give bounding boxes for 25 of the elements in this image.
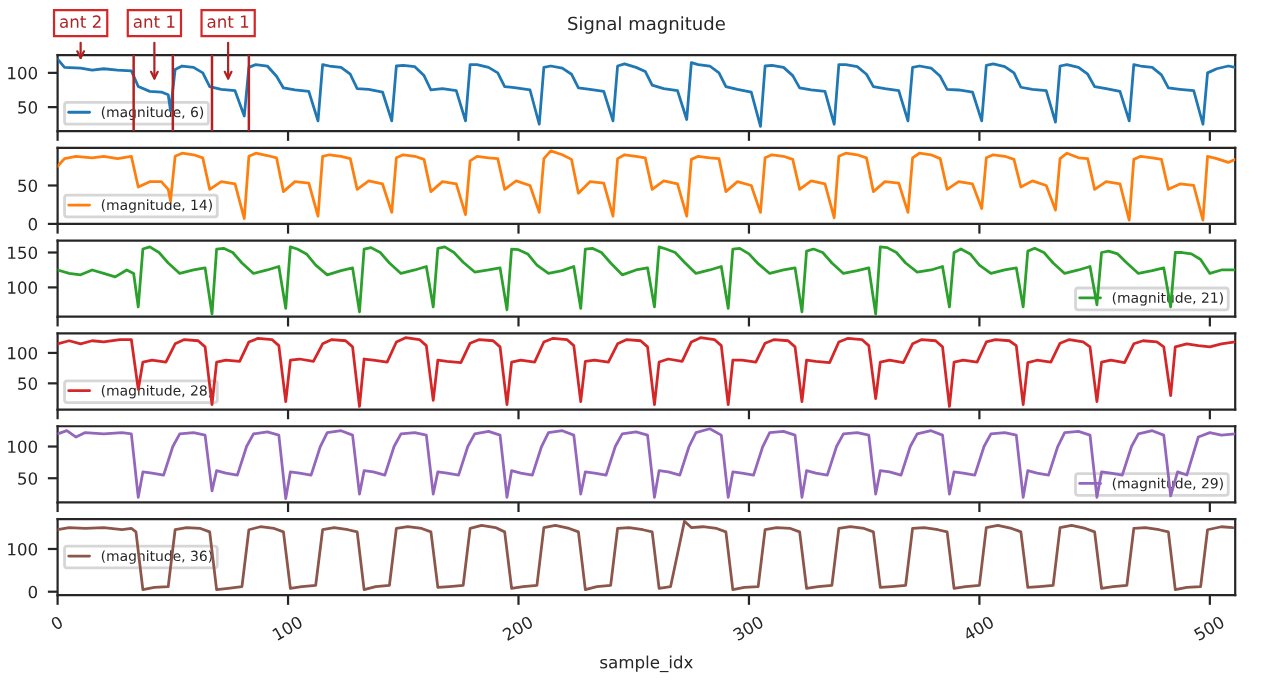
x-tick-label: 200 — [501, 615, 534, 642]
x-axis-title: sample_idx — [600, 655, 693, 673]
y-tick-label: 100 — [8, 281, 38, 294]
line-series — [57, 57, 1236, 128]
annotation: ant 1 — [207, 15, 249, 28]
y-tick-label: 50 — [18, 377, 38, 390]
x-tick-label: 500 — [1193, 615, 1226, 641]
y-tick-label: 150 — [8, 246, 38, 260]
x-tick-label: 300 — [732, 615, 765, 642]
line-series — [57, 519, 1235, 591]
y-tick-label: 50 — [18, 101, 38, 114]
y-tick-label: 100 — [8, 346, 38, 360]
y-tick-label: 50 — [18, 179, 38, 193]
y-tick-label: 100 — [8, 440, 38, 454]
x-tick-label: 100 — [271, 615, 304, 641]
y-tick-label: 100 — [8, 66, 38, 80]
x-tick-label: 0 — [50, 615, 64, 631]
annotation: ant 2 — [60, 15, 101, 28]
y-tick-label: 100 — [8, 542, 38, 556]
chart-title: Signal magnitude — [568, 16, 725, 34]
y-tick-label: 0 — [28, 585, 38, 599]
y-tick-label: 50 — [18, 472, 38, 485]
y-tick-label: 0 — [28, 217, 38, 231]
annotation: ant 1 — [133, 15, 175, 28]
x-tick-label: 400 — [962, 615, 995, 642]
